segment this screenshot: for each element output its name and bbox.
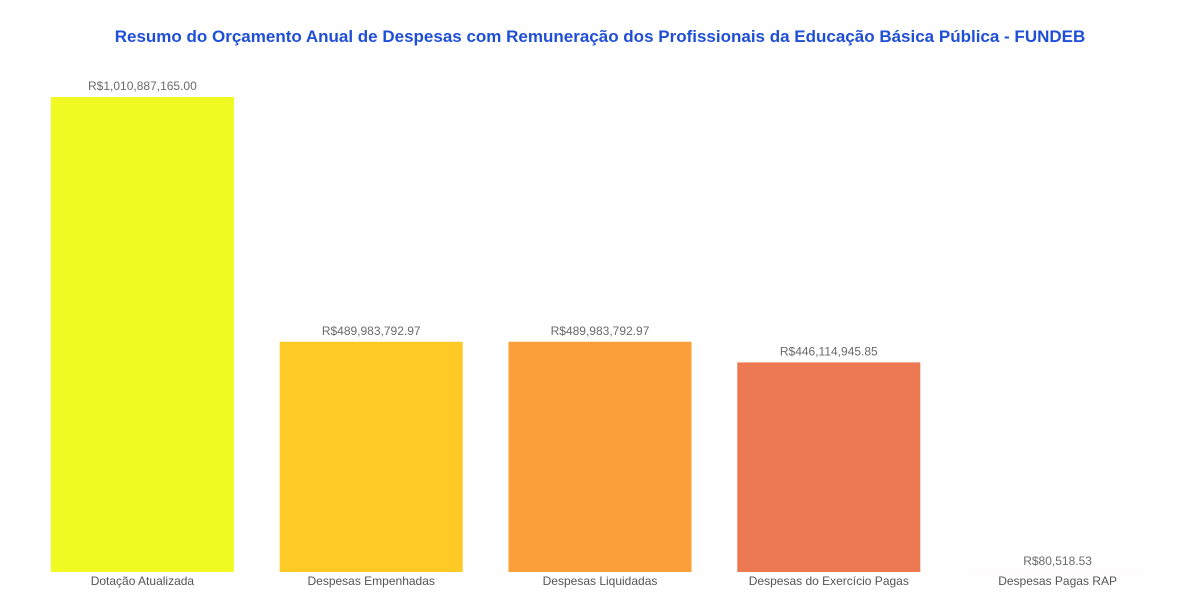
bars-layer	[50, 97, 1150, 572]
bar-1	[50, 97, 234, 572]
bar-value-label-2: R$489,983,792.97	[322, 324, 421, 338]
x-axis-tick-labels: Dotação Atualizada Despesas Empenhadas Des…	[91, 574, 1117, 588]
bar-value-label-5: R$80,518.53	[1023, 554, 1092, 568]
bar-2	[279, 341, 463, 572]
bar-value-label-4: R$446,114,945.85	[780, 344, 878, 358]
x-tick-label-4: Despesas do Exercício Pagas	[749, 574, 909, 588]
x-tick-label-5: Despesas Pagas RAP	[998, 574, 1117, 588]
x-tick-label-3: Despesas Liquidadas	[543, 574, 658, 588]
value-labels-layer: R$1,010,887,165.00 R$489,983,792.97 R$489,…	[88, 79, 1092, 568]
x-tick-label-1: Dotação Atualizada	[91, 574, 195, 588]
bar-4	[737, 362, 921, 572]
bar-value-label-1: R$1,010,887,165.00	[88, 79, 197, 93]
x-tick-label-2: Despesas Empenhadas	[307, 574, 434, 588]
chart-title: Resumo do Orçamento Anual de Despesas co…	[115, 27, 1086, 46]
bar-value-label-3: R$489,983,792.97	[551, 324, 650, 338]
bar-3	[508, 341, 692, 572]
